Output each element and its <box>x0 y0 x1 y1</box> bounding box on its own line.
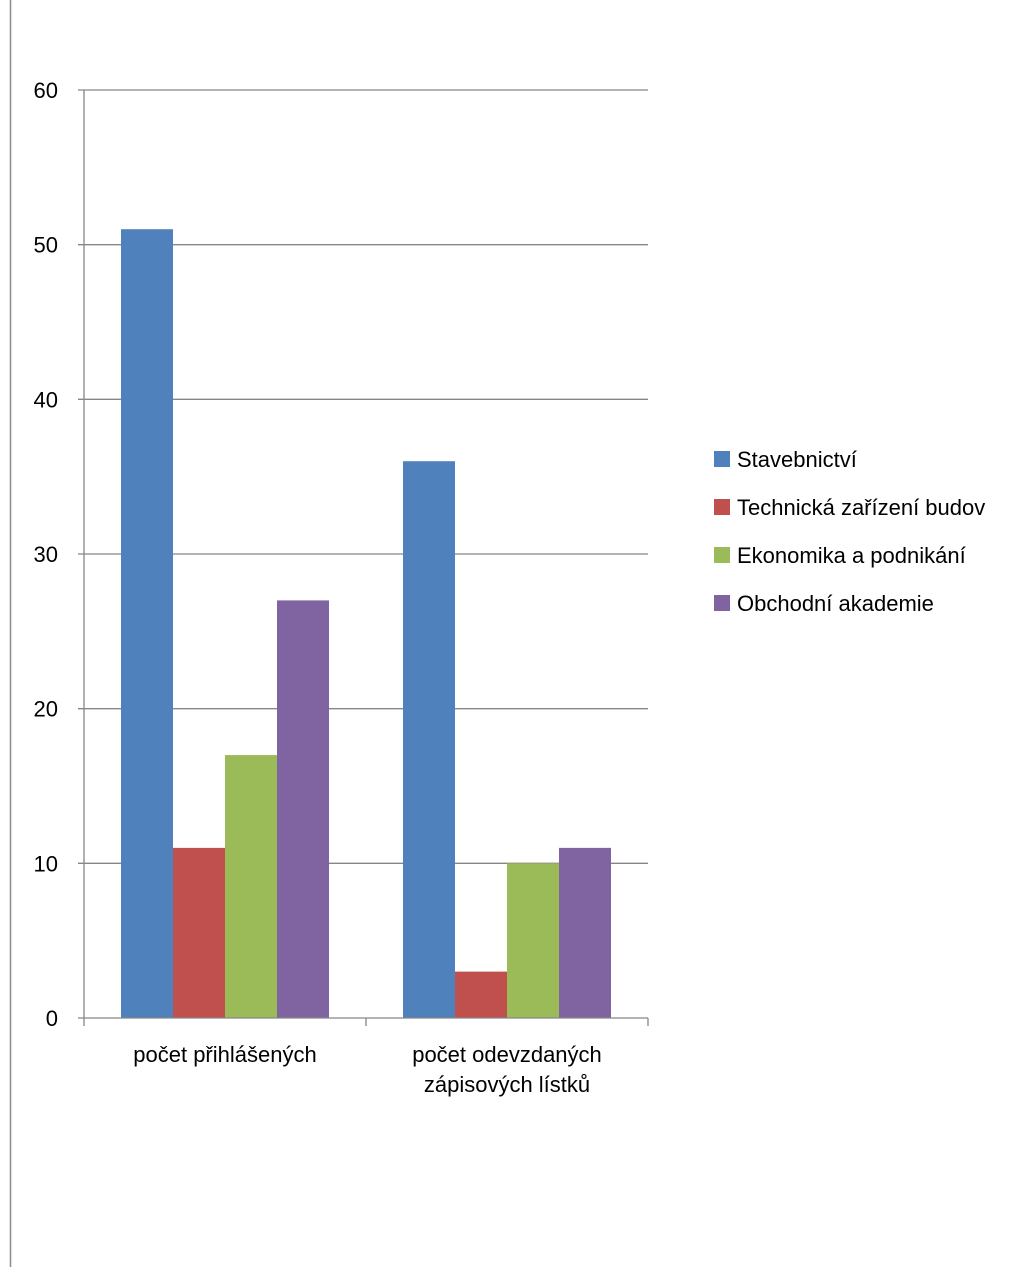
legend-label: Obchodní akademie <box>737 591 934 616</box>
bar <box>225 755 277 1018</box>
plot-area <box>121 229 611 1018</box>
axes: 0 10 20 30 40 50 60 počet přihlášených počet ode… <box>34 78 649 1097</box>
legend-swatch <box>714 499 730 515</box>
y-tick-label: 30 <box>34 542 58 567</box>
bar <box>455 971 507 1018</box>
bar <box>559 847 611 1018</box>
legend-swatch <box>714 595 730 611</box>
y-tick-label: 50 <box>34 233 58 258</box>
legend-label: Stavebnictví <box>737 447 857 472</box>
bar <box>277 600 329 1018</box>
legend-label: Ekonomika a podnikání <box>737 543 966 568</box>
y-tick-label: 10 <box>34 851 58 876</box>
legend-swatch <box>714 547 730 563</box>
bar <box>507 863 559 1018</box>
bar <box>121 229 173 1018</box>
x-tick-label: počet přihlášených <box>133 1042 316 1067</box>
bar <box>403 461 455 1018</box>
legend: Stavebnictví Technická zařízení budov Ekon… <box>714 447 985 616</box>
legend-label: Technická zařízení budov <box>737 495 985 520</box>
y-tick-label: 60 <box>34 78 58 103</box>
x-tick-label: počet odevzdaných zápisových lístků <box>412 1042 602 1097</box>
legend-swatch <box>714 451 730 467</box>
y-tick-label: 20 <box>34 697 58 722</box>
y-tick-label: 40 <box>34 387 58 412</box>
bar <box>173 847 225 1018</box>
y-tick-label: 0 <box>46 1006 58 1031</box>
